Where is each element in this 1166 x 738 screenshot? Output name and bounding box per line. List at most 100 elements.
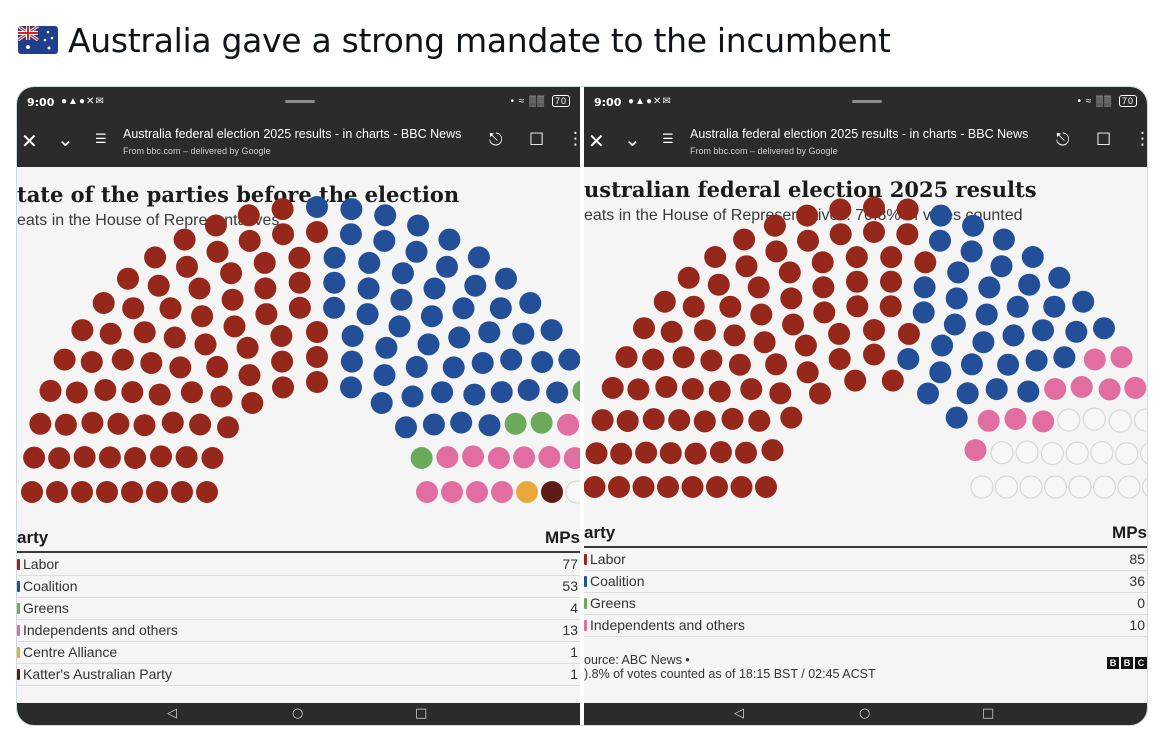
- seat-coalition: [929, 204, 952, 227]
- seat-labor: [728, 353, 751, 376]
- seat-labor: [693, 410, 716, 433]
- home-icon[interactable]: ○: [859, 706, 871, 721]
- seat-labor: [169, 356, 192, 379]
- seat-labor: [601, 376, 624, 399]
- seat-coalition: [1072, 290, 1095, 313]
- bookmark-icon[interactable]: ☐: [1096, 130, 1112, 150]
- seat-independents-and-others: [538, 446, 561, 468]
- seat-labor: [704, 246, 727, 268]
- seat-undecided: [970, 475, 994, 499]
- bookmark-icon[interactable]: ☐: [529, 130, 545, 150]
- seat-coalition: [358, 251, 381, 274]
- close-icon[interactable]: ✕: [21, 129, 38, 153]
- seat-labor: [236, 336, 259, 359]
- seat-labor: [657, 476, 679, 498]
- australia-flag-icon: [18, 26, 58, 54]
- seat-labor: [201, 447, 224, 469]
- seat-undecided: [565, 480, 580, 504]
- chevron-down-icon[interactable]: ⌄: [57, 127, 74, 151]
- table-rule: [17, 551, 580, 553]
- seat-labor: [896, 198, 919, 221]
- back-icon[interactable]: ◁: [167, 706, 177, 721]
- seat-coalition: [929, 361, 952, 384]
- seat-coalition: [960, 353, 983, 376]
- android-nav-bar: ◁ ○ □: [584, 703, 1147, 725]
- seat-labor: [794, 334, 817, 357]
- seat-labor: [175, 446, 198, 469]
- seat-labor: [880, 246, 903, 269]
- chevron-down-icon[interactable]: ⌄: [624, 127, 641, 151]
- recents-icon[interactable]: □: [982, 706, 995, 721]
- seat-coalition: [490, 381, 513, 404]
- seat-independents-and-others: [1124, 376, 1147, 399]
- seat-labor: [306, 371, 328, 393]
- back-icon[interactable]: ◁: [734, 706, 744, 721]
- seat-labor: [191, 305, 214, 328]
- seat-labor: [914, 251, 937, 274]
- seat-independents-and-others: [977, 409, 1000, 432]
- status-time: 9:00: [594, 96, 622, 109]
- table-row: Coalition 36: [584, 571, 1147, 593]
- seat-labor: [632, 476, 655, 498]
- page-settings-icon[interactable]: ☰: [662, 132, 674, 147]
- seat-labor: [23, 446, 46, 469]
- share-icon[interactable]: ⎋: [489, 130, 503, 150]
- party-name: Labor: [590, 551, 626, 567]
- seat-coalition: [340, 376, 362, 399]
- seat-labor: [721, 407, 744, 430]
- notification-icons: ●▲●✕✉: [61, 96, 105, 107]
- seat-coalition: [913, 276, 936, 299]
- table-row: Labor 77: [17, 554, 580, 576]
- seat-undecided: [1139, 442, 1147, 464]
- bbc-logo-letter: B: [1107, 657, 1119, 669]
- seat-independents-and-others: [491, 481, 513, 503]
- party-swatch: [17, 559, 20, 570]
- status-time: 9:00: [27, 96, 55, 109]
- party-mps: 85: [1129, 551, 1145, 567]
- signal-icons: • ≈ ▒▒ 70: [510, 95, 570, 107]
- seat-coalition: [417, 333, 440, 356]
- seat-coalition: [452, 297, 475, 320]
- parliament-chart-before: [21, 196, 580, 504]
- browser-title: Australia federal election 2025 results …: [123, 127, 462, 141]
- seat-coalition: [931, 334, 954, 357]
- party-mps: 10: [1129, 617, 1145, 633]
- seat-labor: [796, 204, 819, 227]
- party-name: Independents and others: [23, 622, 178, 638]
- more-options-icon[interactable]: ⋮: [1134, 129, 1147, 149]
- seat-labor: [750, 303, 773, 326]
- seat-labor: [765, 240, 788, 263]
- seat-labor: [150, 445, 172, 468]
- recents-icon[interactable]: □: [415, 706, 428, 721]
- close-icon[interactable]: ✕: [588, 129, 605, 153]
- seat-undecided: [994, 475, 1019, 499]
- party-name: Greens: [23, 600, 69, 616]
- share-icon[interactable]: ⎋: [1056, 130, 1070, 150]
- seat-coalition: [1025, 349, 1048, 372]
- seat-labor: [140, 352, 163, 374]
- seat-labor: [584, 476, 606, 498]
- seat-labor: [585, 442, 608, 465]
- seat-labor: [591, 409, 614, 432]
- seat-coalition: [489, 297, 512, 320]
- seat-coalition: [1018, 273, 1041, 296]
- seat-labor: [220, 262, 243, 285]
- seat-labor: [159, 297, 182, 320]
- seat-coalition: [517, 379, 540, 401]
- row-divider: [584, 570, 1147, 571]
- party-swatch: [584, 620, 587, 631]
- page-settings-icon[interactable]: ☰: [95, 132, 107, 147]
- seat-labor: [146, 481, 168, 503]
- party-mps: 1: [570, 666, 578, 682]
- seat-labor: [217, 416, 239, 439]
- more-options-icon[interactable]: ⋮: [567, 129, 580, 149]
- seat-coalition: [467, 246, 490, 269]
- seat-labor: [73, 446, 96, 468]
- seat-coalition: [945, 406, 968, 429]
- seat-labor: [53, 348, 76, 371]
- table-row: Independents and others 10: [584, 615, 1147, 637]
- home-icon[interactable]: ○: [292, 706, 304, 721]
- tweet-media[interactable]: 9:00 ●▲●✕✉ • ≈ ▒▒ 70 ✕ ⌄ ☰ Australia fed…: [16, 86, 1148, 726]
- seat-coalition: [540, 319, 563, 342]
